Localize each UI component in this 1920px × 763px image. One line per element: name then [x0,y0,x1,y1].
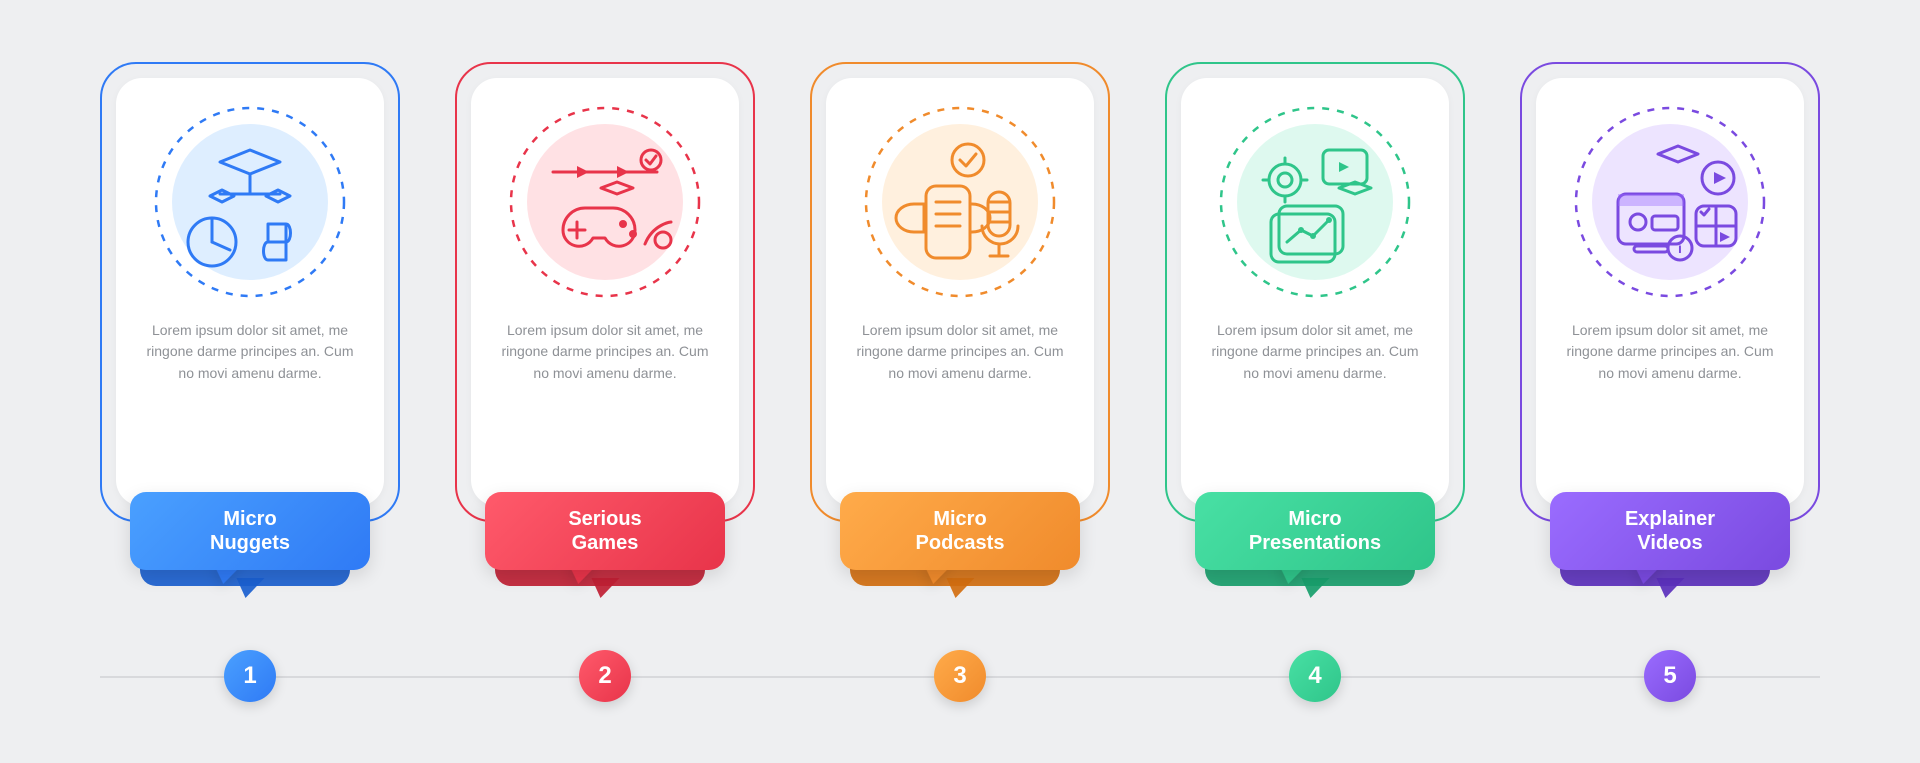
card-column: i Lorem ipsum dolor sit amet, me ringone… [1520,62,1820,702]
card-outer: Lorem ipsum dolor sit amet, me ringone d… [455,62,755,522]
label-bubble: SeriousGames [485,492,725,602]
card-inner: Lorem ipsum dolor sit amet, me ringone d… [826,78,1094,506]
step-number: 3 [934,650,986,702]
step-number: 2 [579,650,631,702]
bubble-title: MicroNuggets [130,492,370,570]
svg-text:i: i [1678,240,1682,256]
games-icon [505,102,705,302]
step-number: 1 [224,650,276,702]
step-number: 5 [1644,650,1696,702]
podcasts-icon [860,102,1060,302]
card-description: Lorem ipsum dolor sit amet, me ringone d… [136,320,364,385]
card-outer: Lorem ipsum dolor sit amet, me ringone d… [100,62,400,522]
card-outer: Lorem ipsum dolor sit amet, me ringone d… [1165,62,1465,522]
bubble-title: MicroPresentations [1195,492,1435,570]
infographic-wrap: Lorem ipsum dolor sit amet, me ringone d… [100,62,1820,702]
card-description: Lorem ipsum dolor sit amet, me ringone d… [846,320,1074,385]
bubble-title: MicroPodcasts [840,492,1080,570]
card-outer: i Lorem ipsum dolor sit amet, me ringone… [1520,62,1820,522]
card-inner: Lorem ipsum dolor sit amet, me ringone d… [471,78,739,506]
card-column: Lorem ipsum dolor sit amet, me ringone d… [455,62,755,702]
label-bubble: MicroPodcasts [840,492,1080,602]
card-description: Lorem ipsum dolor sit amet, me ringone d… [1201,320,1429,385]
label-bubble: MicroPresentations [1195,492,1435,602]
card-description: Lorem ipsum dolor sit amet, me ringone d… [1556,320,1784,385]
card-column: Lorem ipsum dolor sit amet, me ringone d… [1165,62,1465,702]
label-bubble: MicroNuggets [130,492,370,602]
card-column: Lorem ipsum dolor sit amet, me ringone d… [100,62,400,702]
label-bubble: ExplainerVideos [1550,492,1790,602]
card-description: Lorem ipsum dolor sit amet, me ringone d… [491,320,719,385]
step-number: 4 [1289,650,1341,702]
card-inner: Lorem ipsum dolor sit amet, me ringone d… [116,78,384,506]
bubble-title: SeriousGames [485,492,725,570]
card-inner: Lorem ipsum dolor sit amet, me ringone d… [1181,78,1449,506]
card-column: Lorem ipsum dolor sit amet, me ringone d… [810,62,1110,702]
card-outer: Lorem ipsum dolor sit amet, me ringone d… [810,62,1110,522]
nuggets-icon [150,102,350,302]
videos-icon: i [1570,102,1770,302]
card-inner: i Lorem ipsum dolor sit amet, me ringone… [1536,78,1804,506]
cards-row: Lorem ipsum dolor sit amet, me ringone d… [100,62,1820,702]
bubble-title: ExplainerVideos [1550,492,1790,570]
presentations-icon [1215,102,1415,302]
